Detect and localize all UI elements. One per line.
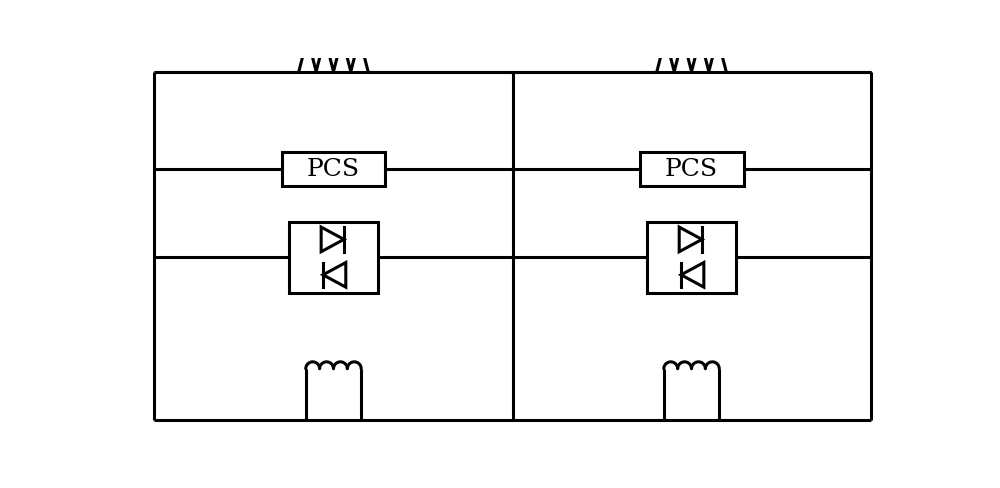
Text: PCS: PCS bbox=[307, 158, 360, 181]
Bar bbox=[640, 152, 744, 186]
Bar bbox=[282, 152, 385, 186]
Bar bbox=[289, 222, 378, 293]
Polygon shape bbox=[323, 263, 346, 287]
Polygon shape bbox=[679, 227, 702, 252]
Polygon shape bbox=[681, 263, 704, 287]
Text: PCS: PCS bbox=[665, 158, 718, 181]
Bar bbox=[647, 222, 736, 293]
Polygon shape bbox=[321, 227, 344, 252]
